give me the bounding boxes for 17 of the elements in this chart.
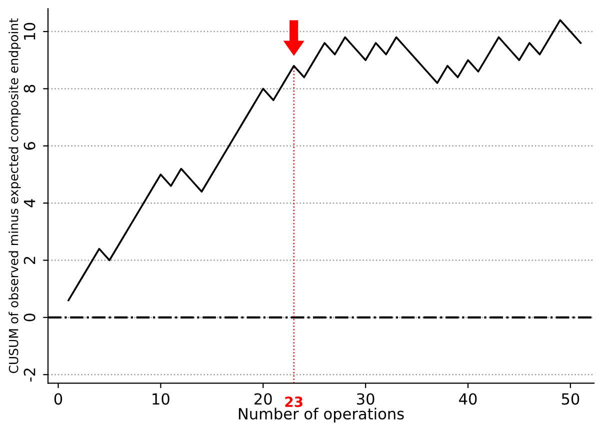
y-tick-label: 0 xyxy=(24,314,36,322)
x-tick-label: 30 xyxy=(357,393,374,405)
y-tick-label: 6 xyxy=(24,142,36,150)
y-tick-label: -2 xyxy=(24,368,36,382)
ref-line-label: 23 xyxy=(285,396,302,408)
x-tick-label: 20 xyxy=(254,393,272,405)
line-series xyxy=(68,19,582,302)
x-axis-title: Number of operations xyxy=(238,408,404,422)
y-axis-title: CUSUM of observed minus expected composite endpoint xyxy=(8,18,21,374)
y-tick-label: 10 xyxy=(24,22,36,40)
x-tick-label: 10 xyxy=(152,393,170,405)
x-tick-label: 40 xyxy=(459,393,477,405)
x-tick-label: 0 xyxy=(54,393,62,405)
y-tick-label: 8 xyxy=(24,84,36,93)
x-tick-label: 50 xyxy=(562,393,580,405)
y-tick-label: 2 xyxy=(24,256,36,264)
y-tick-label: 4 xyxy=(24,199,36,208)
